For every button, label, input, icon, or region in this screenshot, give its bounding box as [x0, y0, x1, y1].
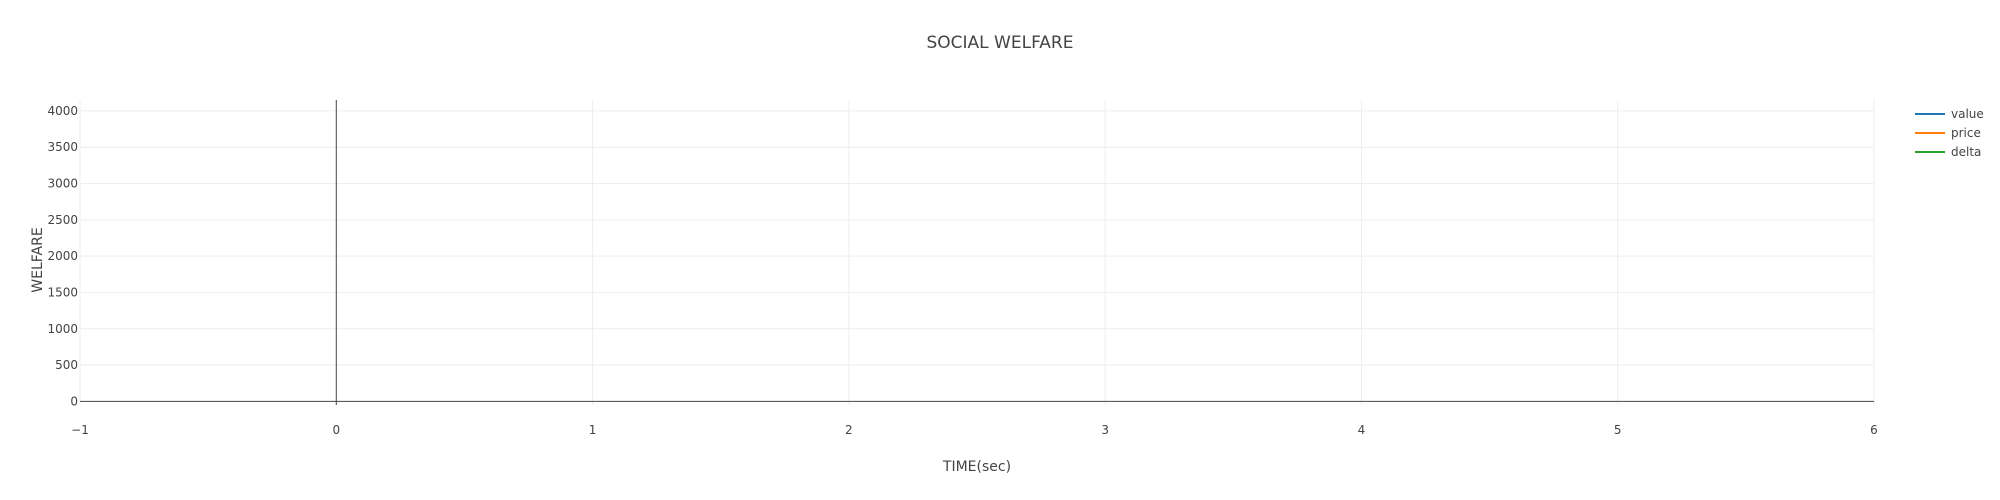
x-tick-label: 3 [1101, 423, 1109, 437]
x-tick-label: 5 [1614, 423, 1622, 437]
x-tick-label: 0 [332, 423, 340, 437]
legend-label: price [1951, 126, 1981, 140]
y-tick-label: 2000 [47, 249, 78, 263]
x-axis-title: TIME(sec) [942, 459, 1011, 475]
legend-label: delta [1951, 145, 1981, 159]
y-tick-labels: 0 500 1000 1500 2000 2500 3000 3500 4000 [47, 104, 78, 408]
x-tick-label: 4 [1358, 423, 1366, 437]
y-tick-label: 1500 [47, 285, 78, 299]
y-tick-label: 4000 [47, 104, 78, 118]
chart-title: SOCIAL WELFARE [927, 33, 1074, 53]
x-tick-label: 6 [1870, 423, 1878, 437]
y-tick-label: 1000 [47, 322, 78, 336]
x-tick-label: 2 [845, 423, 853, 437]
y-tick-label: 2500 [47, 213, 78, 227]
gridlines [79, 100, 1875, 405]
y-tick-label: 3500 [47, 140, 78, 154]
legend-item-value[interactable]: value [1915, 107, 1984, 121]
x-tick-label: 1 [589, 423, 597, 437]
x-tick-label: −1 [71, 423, 89, 437]
y-tick-label: 500 [55, 358, 78, 372]
x-tick-labels: −1 0 1 2 3 4 5 6 [71, 423, 1878, 437]
legend-item-price[interactable]: price [1915, 126, 1981, 140]
y-tick-label: 3000 [47, 177, 78, 191]
legend[interactable]: value price delta [1915, 107, 1984, 159]
y-tick-label: 0 [70, 394, 78, 408]
y-axis-title: WELFARE [30, 227, 46, 292]
legend-item-delta[interactable]: delta [1915, 145, 1981, 159]
zero-lines [80, 100, 1874, 405]
legend-label: value [1951, 107, 1984, 121]
